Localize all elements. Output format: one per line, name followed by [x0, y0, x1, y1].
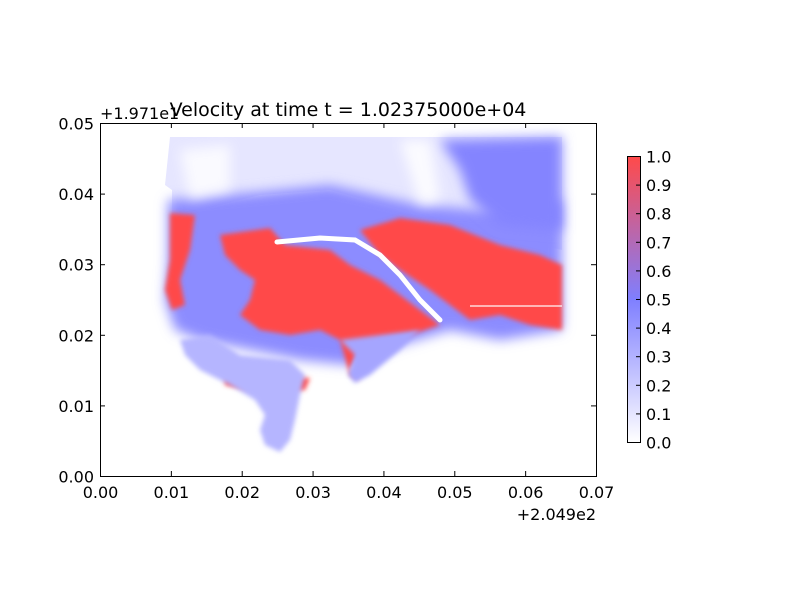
colorbar: 0.0 0.1 0.2 0.3 0.4 0.5 0.6 0.7 0.8 0.9 1.0	[627, 148, 671, 453]
x-tick-label: 0.06	[508, 483, 544, 502]
field-red-right	[360, 218, 562, 330]
colorbar-gradient	[627, 156, 641, 443]
x-tick-label: 0.05	[437, 483, 473, 502]
y-tick-label: 0.01	[58, 397, 94, 416]
colorbar-tick-label: 0.3	[646, 348, 671, 367]
x-offset-label: +2.049e2	[517, 505, 596, 524]
colorbar-tick-label: 0.2	[646, 376, 671, 395]
x-tick-label: 0.04	[366, 483, 402, 502]
y-tick-label: 0.03	[58, 256, 94, 275]
colorbar-tick-label: 0.1	[646, 405, 671, 424]
colorbar-ticks: 0.0 0.1 0.2 0.3 0.4 0.5 0.6 0.7 0.8 0.9 1.0	[636, 148, 671, 453]
x-tick-label: 0.03	[295, 483, 331, 502]
x-tick-label: 0.02	[224, 483, 260, 502]
x-tick-label: 0.00	[83, 483, 119, 502]
y-tick-label: 0.05	[58, 115, 94, 134]
field-lower-center-lobe	[340, 330, 420, 383]
colorbar-tick-label: 0.4	[646, 319, 671, 338]
field-lower-left-lobe	[180, 335, 305, 452]
field-red-left	[165, 213, 195, 310]
colorbar-tick-label: 0.8	[646, 205, 671, 224]
field-red-center	[220, 228, 440, 380]
field-upper-right-blue	[440, 137, 562, 230]
y-offset-label: +1.971e1	[100, 104, 179, 123]
colorbar-tick-label: 0.7	[646, 233, 671, 252]
chart-title: Velocity at time t = 1.02375000e+04	[170, 99, 527, 121]
velocity-field	[165, 137, 562, 452]
colorbar-tick-label: 0.0	[646, 434, 671, 453]
colorbar-tick-label: 0.9	[646, 176, 671, 195]
field-white-streak-2	[180, 145, 230, 200]
colorbar-tick-label: 0.6	[646, 262, 671, 281]
y-tick-label: 0.02	[58, 326, 94, 345]
y-tick-label: 0.04	[58, 185, 94, 204]
colorbar-tick-label: 1.0	[646, 148, 671, 167]
x-axis: 0.00 0.01 0.02 0.03 0.04 0.05 0.06 0.07	[83, 123, 615, 502]
colorbar-tick-label: 0.5	[646, 291, 671, 310]
field-white-streak-1	[400, 140, 440, 205]
x-tick-label: 0.01	[154, 483, 190, 502]
field-channel	[274, 235, 443, 323]
y-tick-label: 0.00	[58, 468, 94, 487]
plot-area-frame	[100, 123, 597, 477]
y-axis: 0.00 0.01 0.02 0.03 0.04 0.05	[58, 115, 596, 487]
x-tick-label: 0.07	[579, 483, 615, 502]
